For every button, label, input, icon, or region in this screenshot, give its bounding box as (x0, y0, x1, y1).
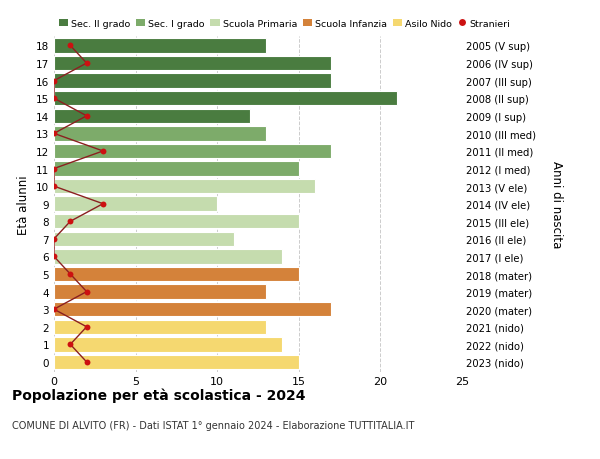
Bar (54, 215, 299, 229)
Point (49, 78, 59, 85)
Point (82, 60, 91, 67)
Point (49, 166, 59, 173)
Point (65, 271, 75, 278)
Bar (54, 355, 299, 369)
Point (82, 358, 91, 366)
Point (49, 130, 59, 138)
Bar (54, 232, 233, 246)
Point (65, 43, 75, 50)
Point (82, 324, 91, 331)
Point (49, 183, 59, 190)
Point (49, 253, 59, 261)
Bar (54, 145, 331, 159)
Bar (54, 250, 283, 264)
Y-axis label: Età alunni: Età alunni (17, 174, 31, 234)
Bar (54, 74, 331, 89)
Point (65, 341, 75, 348)
Y-axis label: Anni di nascita: Anni di nascita (550, 161, 563, 248)
Bar (54, 39, 266, 54)
Bar (54, 320, 266, 334)
Point (98, 148, 108, 155)
Legend: Sec. II grado, Sec. I grado, Scuola Primaria, Scuola Infanzia, Asilo Nido, Stran: Sec. II grado, Sec. I grado, Scuola Prim… (59, 19, 511, 28)
Point (49, 95, 59, 103)
Bar (54, 197, 217, 212)
Point (49, 306, 59, 313)
Bar (54, 302, 331, 317)
Bar (54, 92, 397, 106)
Point (82, 288, 91, 296)
Point (65, 218, 75, 225)
Bar (54, 285, 266, 299)
Bar (54, 337, 283, 352)
Bar (54, 267, 299, 282)
Text: COMUNE DI ALVITO (FR) - Dati ISTAT 1° gennaio 2024 - Elaborazione TUTTITALIA.IT: COMUNE DI ALVITO (FR) - Dati ISTAT 1° ge… (12, 420, 415, 430)
Point (49, 235, 59, 243)
Bar (54, 109, 250, 124)
Bar (54, 127, 266, 141)
Point (98, 201, 108, 208)
Text: Popolazione per età scolastica - 2024: Popolazione per età scolastica - 2024 (12, 388, 305, 403)
Bar (54, 162, 299, 176)
Point (82, 113, 91, 120)
Bar (54, 179, 315, 194)
Bar (54, 57, 331, 71)
